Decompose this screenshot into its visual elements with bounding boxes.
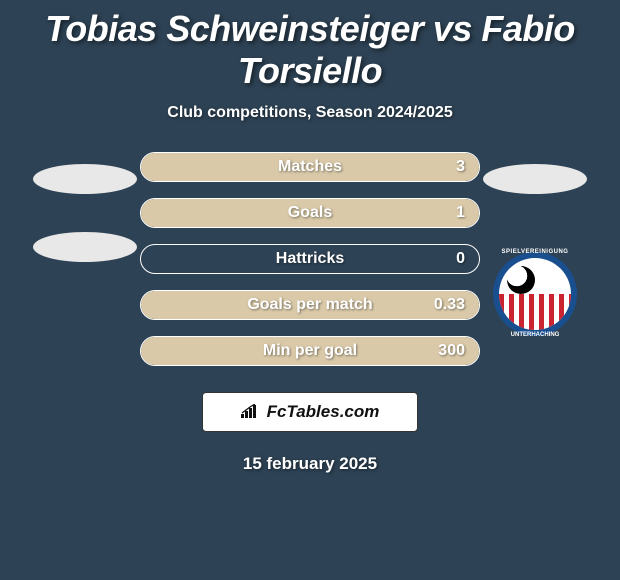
source-logo-text: FcTables.com (267, 402, 380, 422)
chart-icon (241, 404, 261, 420)
comparison-main: Matches 3 Goals 1 Hattricks 0 Goals per match 0… (0, 152, 620, 366)
stat-value-right: 1 (456, 204, 465, 222)
snapshot-date: 15 february 2025 (243, 454, 377, 474)
stat-bar: Hattricks 0 (140, 244, 480, 274)
stat-bar: Goals per match 0.33 (140, 290, 480, 320)
right-player-column: SPIELVEREINIGUNG UNTERHACHING (480, 152, 590, 336)
stat-label: Min per goal (263, 342, 357, 360)
stat-bars: Matches 3 Goals 1 Hattricks 0 Goals per match 0… (140, 152, 480, 366)
stat-bar: Goals 1 (140, 198, 480, 228)
stat-label: Matches (278, 158, 342, 176)
stat-value-right: 3 (456, 158, 465, 176)
right-player-photo-placeholder (483, 164, 587, 194)
badge-bottom-text: UNTERHACHING (493, 332, 577, 338)
right-club-badge: SPIELVEREINIGUNG UNTERHACHING (493, 252, 577, 336)
stat-label: Goals (288, 204, 332, 222)
comparison-subtitle: Club competitions, Season 2024/2025 (167, 104, 452, 122)
stat-label: Goals per match (247, 296, 372, 314)
stat-value-right: 0.33 (434, 296, 465, 314)
stat-label: Hattricks (276, 250, 344, 268)
badge-top-text: SPIELVEREINIGUNG (493, 249, 577, 255)
stat-value-right: 0 (456, 250, 465, 268)
left-player-column (30, 152, 140, 262)
comparison-title: Tobias Schweinsteiger vs Fabio Torsiello (0, 8, 620, 92)
stat-bar: Matches 3 (140, 152, 480, 182)
source-logo: FcTables.com (202, 392, 418, 432)
left-club-logo-placeholder (33, 232, 137, 262)
stat-value-right: 300 (438, 342, 465, 360)
left-player-photo-placeholder (33, 164, 137, 194)
stat-bar: Min per goal 300 (140, 336, 480, 366)
